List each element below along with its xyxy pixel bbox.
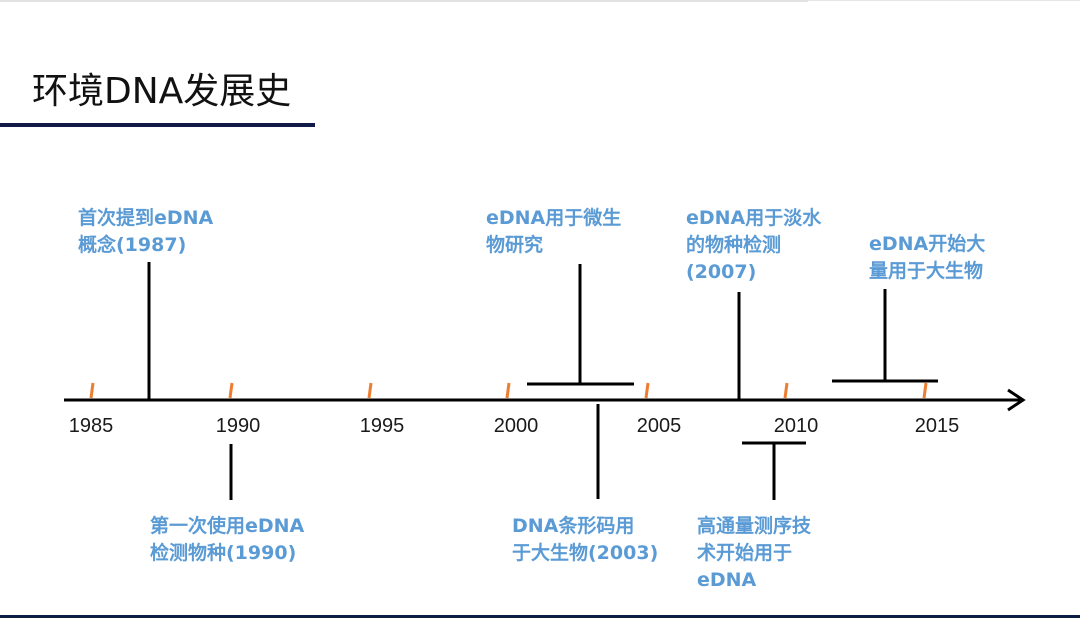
event-line: 于大生物(2003) <box>512 542 659 564</box>
year-label-1985: 1985 <box>68 415 114 437</box>
top-border-right <box>808 0 1080 1</box>
tick-1990 <box>228 382 234 399</box>
event-line: eDNA开始大 <box>869 233 986 255</box>
event-line: 第一次使用eDNA <box>150 515 305 537</box>
event-line: 概念(1987) <box>78 234 187 256</box>
event-line: 量用于大生物 <box>869 260 984 282</box>
tick-2015 <box>922 382 928 399</box>
event-line: 检测物种(1990) <box>150 542 297 564</box>
bottom-bar <box>0 615 1080 618</box>
event-first-detection-1990: 第一次使用eDNA 检测物种(1990) <box>150 513 304 567</box>
event-line: eDNA <box>697 569 757 591</box>
event-line: 术开始用于 <box>697 542 793 564</box>
axis-arrow-icon <box>1007 388 1026 412</box>
event-microbe-research: eDNA用于微生 物研究 <box>486 205 621 259</box>
slide-title: 环境DNA发展史 <box>32 71 292 112</box>
tick-1985 <box>89 382 95 399</box>
title-underline <box>0 123 315 127</box>
top-border-left <box>0 0 808 2</box>
year-label-2010: 2010 <box>773 415 819 437</box>
tick-2010 <box>783 382 789 399</box>
year-label-2015: 2015 <box>914 415 960 437</box>
event-line: eDNA用于淡水 <box>686 207 822 229</box>
year-label-2005: 2005 <box>636 415 682 437</box>
event-edna-concept-1987: 首次提到eDNA 概念(1987) <box>78 205 213 259</box>
event-line: 高通量测序技 <box>697 515 812 537</box>
year-ticks <box>89 382 928 399</box>
event-large-organisms: eDNA开始大 量用于大生物 <box>869 231 985 285</box>
tick-2000 <box>505 382 511 399</box>
year-label-1995: 1995 <box>359 415 405 437</box>
event-line: 的物种检测 <box>686 234 782 256</box>
year-label-1990: 1990 <box>215 415 261 437</box>
event-dna-barcoding-2003: DNA条形码用 于大生物(2003) <box>512 513 658 567</box>
event-line: 首次提到eDNA <box>78 207 214 229</box>
event-line: 物研究 <box>486 234 544 256</box>
year-label-2000: 2000 <box>493 415 539 437</box>
event-line: (2007) <box>686 261 757 283</box>
event-high-throughput-sequencing: 高通量测序技 术开始用于 eDNA <box>697 513 811 594</box>
tick-1995 <box>367 382 373 399</box>
tick-2005 <box>644 382 650 399</box>
event-line: DNA条形码用 <box>512 515 635 537</box>
event-line: eDNA用于微生 <box>486 207 622 229</box>
event-freshwater-detection-2007: eDNA用于淡水 的物种检测 (2007) <box>686 205 821 286</box>
